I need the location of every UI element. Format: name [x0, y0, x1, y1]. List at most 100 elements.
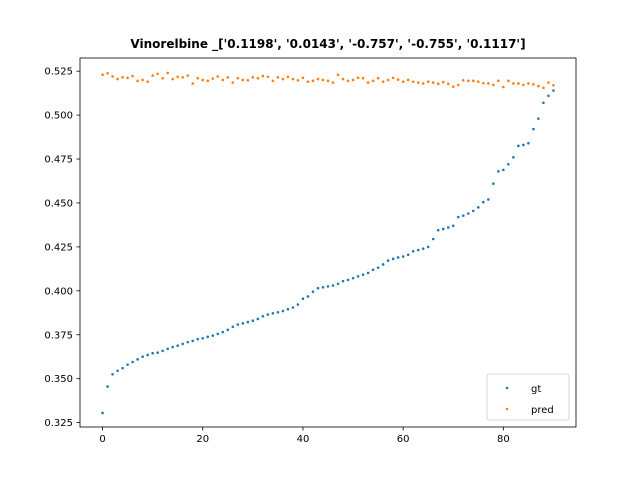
gt-point	[431, 237, 435, 241]
pred-point	[351, 78, 355, 82]
gt-point	[321, 286, 325, 289]
pred-point	[161, 76, 164, 80]
gt-point	[552, 89, 555, 92]
pred-point	[547, 81, 550, 84]
gt-point	[261, 315, 265, 318]
pred-point	[196, 76, 200, 80]
pred-point	[176, 75, 179, 79]
gt-point	[151, 351, 154, 355]
pred-point	[226, 76, 230, 79]
y-tick-label: 0.400	[44, 286, 73, 297]
pred-point	[466, 79, 470, 83]
gt-point	[136, 358, 139, 361]
gt-point	[371, 268, 375, 272]
gt-point	[291, 306, 295, 309]
pred-point	[426, 80, 430, 84]
pred-point	[517, 82, 520, 85]
pred-point	[241, 78, 245, 82]
gt-point	[421, 247, 425, 250]
pred-point	[186, 74, 190, 77]
gt-point	[311, 290, 315, 294]
pred-point	[456, 83, 460, 87]
gt-point	[286, 307, 290, 311]
pred-point	[376, 76, 380, 80]
series-pred	[101, 71, 555, 90]
gt-point	[456, 215, 460, 219]
gt-point	[206, 335, 210, 339]
pred-point	[361, 76, 365, 80]
gt-point	[331, 284, 335, 287]
pred-point	[261, 74, 265, 78]
pred-point	[116, 77, 119, 81]
gt-point	[507, 163, 510, 166]
gt-point	[196, 337, 200, 341]
data-points	[101, 71, 555, 415]
x-tick-label: 40	[297, 434, 310, 445]
pred-point	[286, 75, 290, 79]
gt-point	[211, 334, 215, 337]
gt-point	[381, 263, 385, 266]
pred-point	[191, 82, 195, 85]
pred-point	[431, 81, 435, 84]
pred-point	[276, 76, 280, 79]
gt-point	[241, 322, 245, 325]
pred-point	[211, 77, 215, 80]
pred-point	[281, 77, 285, 81]
legend: gt pred	[486, 373, 570, 421]
gt-point	[271, 312, 275, 315]
pred-point	[266, 75, 270, 79]
x-tick-label: 0	[99, 434, 105, 445]
gt-point	[256, 317, 260, 321]
pred-point	[436, 82, 440, 86]
pred-point	[171, 77, 174, 81]
gt-point	[171, 345, 174, 349]
pred-point	[411, 80, 415, 84]
series-gt	[101, 89, 555, 415]
pred-point	[421, 82, 425, 85]
gt-point	[502, 168, 505, 172]
pred-point	[366, 81, 370, 84]
axes: 0 20 40 60 80 0.325 0.350 0.375 0.400 0.425 0.450 0…	[44, 57, 577, 445]
pred-point	[126, 76, 129, 80]
gt-point	[101, 411, 104, 415]
pred-point	[131, 74, 134, 78]
gt-point	[246, 320, 250, 324]
gt-point	[532, 127, 535, 131]
pred-point	[396, 78, 400, 81]
pred-point	[371, 79, 375, 83]
gt-point	[236, 323, 240, 326]
gt-point	[346, 278, 350, 282]
pred-point	[291, 77, 295, 81]
chart-title: Vinorelbine _['0.1198', '0.0143', '-0.75…	[130, 37, 525, 52]
pred-point	[301, 76, 305, 80]
gt-point	[316, 286, 320, 290]
gt-point	[406, 253, 410, 257]
legend-label-gt: gt	[531, 384, 541, 395]
y-tick-label: 0.450	[44, 198, 73, 209]
legend-box	[486, 373, 570, 421]
gt-point	[336, 282, 340, 286]
gt-point	[326, 285, 330, 288]
gt-point	[361, 273, 365, 276]
pred-point	[331, 81, 335, 84]
y-tick-label: 0.350	[44, 374, 73, 385]
gt-point	[131, 360, 134, 364]
pred-point	[201, 78, 205, 82]
gt-point	[106, 385, 109, 388]
pred-point	[391, 76, 395, 80]
gt-point	[497, 170, 500, 173]
gt-point	[436, 228, 440, 232]
gt-point	[166, 347, 169, 351]
pred-point	[166, 71, 169, 75]
gt-point	[517, 144, 520, 148]
pred-point	[121, 76, 124, 79]
gt-point	[126, 363, 129, 366]
pred-point	[136, 79, 139, 83]
pred-point	[356, 76, 360, 80]
pred-point	[236, 76, 240, 80]
y-tick-label: 0.525	[44, 67, 73, 78]
pred-point	[381, 80, 385, 84]
pred-point	[326, 79, 330, 83]
pred-point	[542, 86, 545, 90]
gt-point	[226, 328, 230, 332]
